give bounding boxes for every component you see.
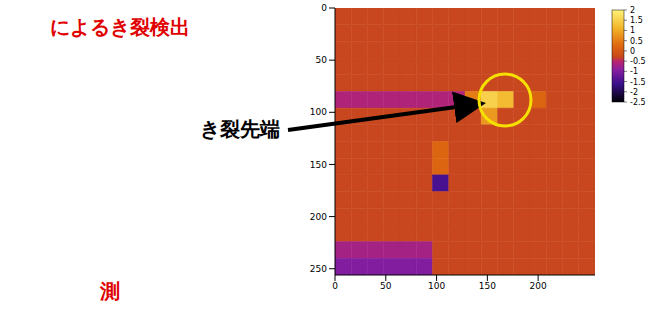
svg-text:100: 100	[310, 107, 327, 117]
svg-text:100: 100	[428, 281, 445, 291]
svg-text:2: 2	[630, 6, 635, 15]
svg-text:-1.5: -1.5	[630, 78, 646, 87]
html-text:き裂先端: き裂先端	[200, 117, 280, 141]
svg-text:250: 250	[310, 264, 327, 274]
svg-text:50: 50	[380, 281, 392, 291]
svg-text:200: 200	[310, 212, 327, 222]
svg-text:0: 0	[630, 47, 635, 56]
svg-text:0.5: 0.5	[630, 37, 643, 46]
svg-text:1: 1	[630, 26, 635, 35]
svg-text:1.5: 1.5	[630, 16, 643, 25]
svg-text:0: 0	[332, 281, 338, 291]
html-text:によるき裂検出: によるき裂検出	[50, 15, 190, 39]
svg-text:-2.5: -2.5	[630, 98, 646, 107]
svg-text:-2: -2	[630, 88, 638, 97]
svg-text:50: 50	[316, 55, 328, 65]
html-text:測: 測	[100, 279, 120, 303]
svg-text:150: 150	[310, 160, 327, 170]
svg-text:150: 150	[479, 281, 496, 291]
svg-text:200: 200	[530, 281, 547, 291]
svg-text:-0.5: -0.5	[630, 57, 646, 66]
svg-text:-1: -1	[630, 67, 638, 76]
svg-text:0: 0	[321, 3, 327, 13]
